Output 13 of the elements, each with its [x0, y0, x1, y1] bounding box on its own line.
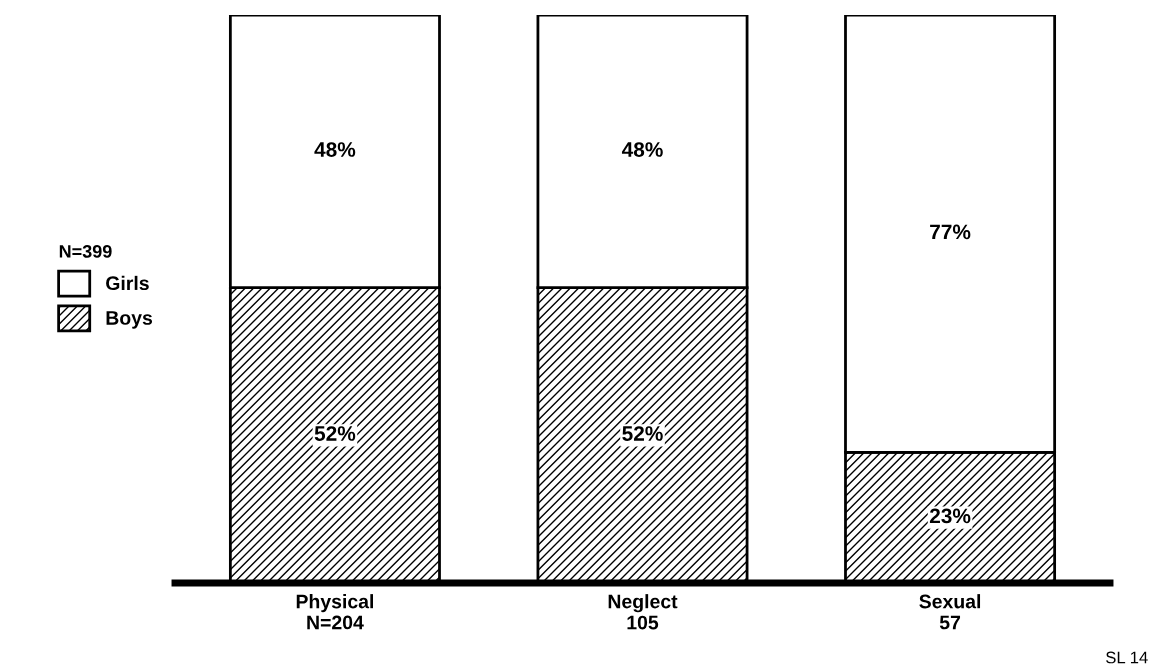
x-tick-label: Sexual 57	[919, 594, 981, 630]
data-label: 52%	[314, 426, 356, 441]
data-label: 48%	[314, 142, 356, 157]
data-label: 52%	[622, 426, 663, 441]
data-label: 48%	[621, 142, 663, 157]
data-label: 23%	[929, 508, 971, 524]
x-tick-label: Physical N=204	[296, 594, 374, 630]
legend-title: N=399	[59, 244, 112, 258]
data-label: 77%	[930, 224, 971, 240]
x-tick-label: Neglect 105	[608, 594, 678, 630]
legend-label: Boys	[106, 311, 153, 329]
legend-label: Girls	[106, 275, 149, 291]
text: SL 14	[1106, 651, 1148, 664]
